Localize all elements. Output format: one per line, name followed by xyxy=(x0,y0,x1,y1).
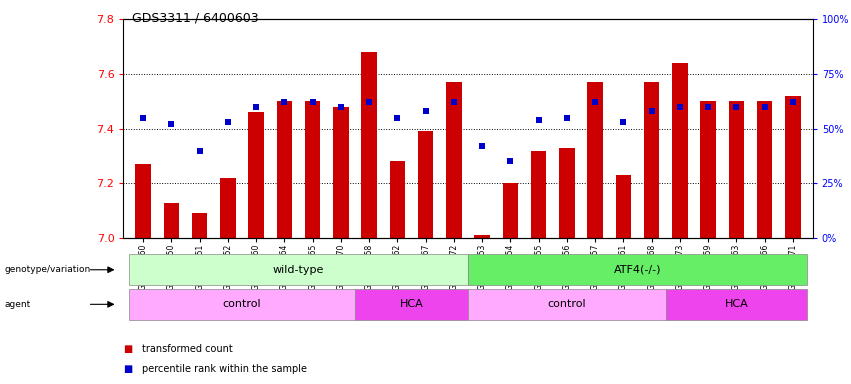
Bar xyxy=(700,101,716,238)
Bar xyxy=(531,151,546,238)
Point xyxy=(588,99,602,106)
Text: wild-type: wild-type xyxy=(273,265,324,275)
Point xyxy=(277,99,291,106)
Point xyxy=(645,108,659,114)
Bar xyxy=(220,178,236,238)
Bar xyxy=(503,183,518,238)
Point xyxy=(729,104,743,110)
Bar xyxy=(135,164,151,238)
Bar xyxy=(615,175,631,238)
Bar xyxy=(446,82,462,238)
Bar xyxy=(390,161,405,238)
Bar xyxy=(468,289,665,320)
Bar xyxy=(728,101,744,238)
Text: control: control xyxy=(547,299,586,310)
Bar xyxy=(248,112,264,238)
Bar xyxy=(559,148,574,238)
Bar xyxy=(163,202,180,238)
Point xyxy=(193,147,207,154)
Text: ■: ■ xyxy=(123,364,133,374)
Bar xyxy=(672,63,688,238)
Text: ATF4(-/-): ATF4(-/-) xyxy=(614,265,661,275)
Text: GDS3311 / 6400603: GDS3311 / 6400603 xyxy=(132,12,259,25)
Text: percentile rank within the sample: percentile rank within the sample xyxy=(142,364,307,374)
Bar xyxy=(305,101,321,238)
Point xyxy=(673,104,687,110)
Point xyxy=(532,117,545,123)
Bar xyxy=(355,289,468,320)
Bar xyxy=(757,101,773,238)
Point xyxy=(560,115,574,121)
Point xyxy=(701,104,715,110)
Text: HCA: HCA xyxy=(400,299,424,310)
Point xyxy=(758,104,772,110)
Point xyxy=(164,121,178,127)
Point xyxy=(306,99,319,106)
Bar xyxy=(333,107,349,238)
Bar xyxy=(362,52,377,238)
Point xyxy=(391,115,404,121)
Bar xyxy=(129,254,468,285)
Bar xyxy=(277,101,292,238)
Point xyxy=(476,143,489,149)
Point xyxy=(419,108,432,114)
Point xyxy=(447,99,460,106)
Text: control: control xyxy=(223,299,261,310)
Bar xyxy=(785,96,801,238)
Point xyxy=(504,158,517,164)
Text: agent: agent xyxy=(4,300,31,309)
Bar xyxy=(665,289,807,320)
Text: HCA: HCA xyxy=(724,299,748,310)
Point xyxy=(617,119,631,125)
Point xyxy=(249,104,263,110)
Bar xyxy=(587,82,603,238)
Text: transformed count: transformed count xyxy=(142,344,233,354)
Bar xyxy=(644,82,660,238)
Bar xyxy=(129,289,355,320)
Point xyxy=(334,104,348,110)
Text: genotype/variation: genotype/variation xyxy=(4,265,90,274)
Bar xyxy=(192,214,208,238)
Point xyxy=(221,119,235,125)
Point xyxy=(786,99,800,106)
Point xyxy=(363,99,376,106)
Bar xyxy=(468,254,807,285)
Point xyxy=(136,115,150,121)
Bar xyxy=(474,235,490,238)
Text: ■: ■ xyxy=(123,344,133,354)
Bar xyxy=(418,131,433,238)
